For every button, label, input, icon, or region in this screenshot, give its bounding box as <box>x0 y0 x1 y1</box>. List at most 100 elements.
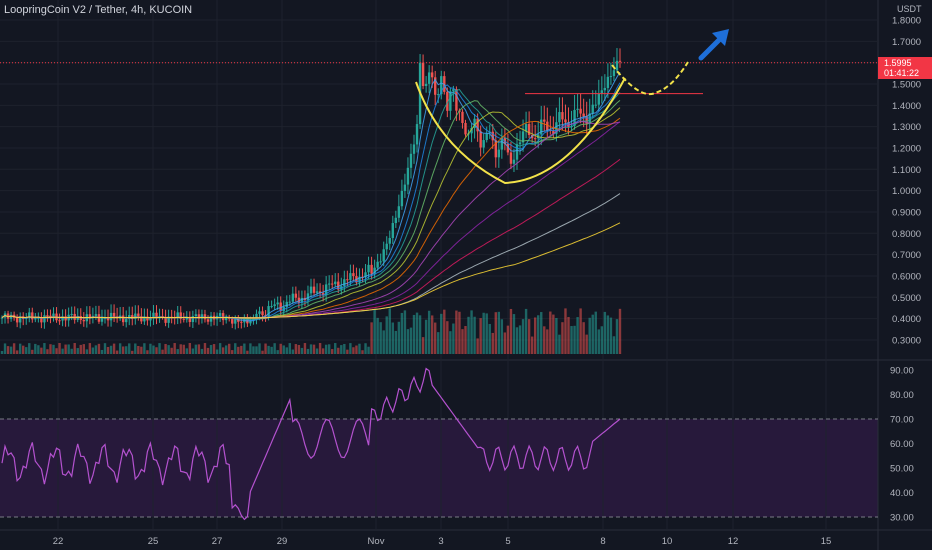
volume-bar <box>276 350 279 354</box>
volume-bar <box>76 348 79 354</box>
candle-body <box>191 316 195 323</box>
candle-body <box>346 279 349 281</box>
volume-bar <box>100 349 104 354</box>
volume-bar <box>455 310 458 354</box>
candle-body <box>273 304 276 307</box>
volume-bar <box>591 314 594 354</box>
candle-body <box>594 104 597 106</box>
candle-body <box>9 314 13 319</box>
candle-body <box>518 142 522 145</box>
volume-bar <box>309 344 313 354</box>
volume-bar <box>306 348 310 354</box>
candle-body <box>440 76 443 95</box>
volume-bar <box>549 311 552 354</box>
candle-body <box>618 60 622 62</box>
volume-bar <box>470 310 473 354</box>
volume-bar <box>264 343 267 354</box>
candle-body <box>543 119 546 122</box>
chart-title: LoopringCoin V2 / Tether, 4h, KUCOIN <box>4 4 193 16</box>
volume-bar <box>25 347 28 354</box>
volume-bar <box>185 348 188 354</box>
up-arrow-head <box>712 29 729 46</box>
volume-bar <box>443 309 446 354</box>
candle-body <box>485 133 488 141</box>
rsi-tick-label: 50.00 <box>890 464 914 475</box>
volume-bar <box>215 349 219 354</box>
volume-bar <box>212 344 216 354</box>
price-tick-label: 1.2000 <box>892 143 921 154</box>
volume-bar <box>37 345 40 354</box>
volume-bar <box>506 325 510 354</box>
volume-bar <box>388 308 391 354</box>
volume-bar <box>15 350 19 354</box>
last-price-tag: 1.5995 01:41:22 <box>878 56 932 79</box>
price-tick-label: 0.6000 <box>892 271 921 282</box>
volume-bar <box>64 344 67 354</box>
candle-body <box>479 131 482 148</box>
volume-bar <box>118 343 122 354</box>
volume-bar <box>106 346 110 354</box>
candle-body <box>112 312 116 317</box>
rsi-tick-label: 60.00 <box>890 439 914 450</box>
volume-bar <box>588 317 591 354</box>
volume-bar <box>22 345 25 354</box>
volume-bar <box>370 322 373 354</box>
candle-body <box>509 152 513 164</box>
candle-body <box>427 72 431 84</box>
volume-bar <box>582 322 585 354</box>
candle-body <box>430 72 434 78</box>
volume-bar <box>331 349 334 354</box>
volume-bar <box>228 343 231 354</box>
volume-bar <box>509 308 513 354</box>
candle-body <box>49 315 52 318</box>
candle-body <box>588 113 591 124</box>
volume-bar <box>382 330 385 354</box>
volume-bar <box>334 343 337 354</box>
volume-bar <box>476 338 479 354</box>
volume-bar <box>315 348 319 354</box>
volume-bar <box>134 343 137 354</box>
candle-body <box>179 312 182 319</box>
volume-bar <box>85 349 89 354</box>
candle-body <box>527 123 531 135</box>
candle-body <box>394 217 398 224</box>
candle-body <box>15 317 19 323</box>
candle-body <box>512 159 516 164</box>
volume-bar <box>503 332 507 354</box>
volume-bar <box>434 322 437 354</box>
date-tick-label: 12 <box>728 536 739 547</box>
volume-bar <box>367 346 370 354</box>
volume-bar <box>461 329 464 354</box>
volume-bar <box>128 343 131 354</box>
volume-bar <box>449 331 452 354</box>
volume-bar <box>479 318 482 354</box>
candle-body <box>452 89 455 92</box>
volume-bar <box>94 345 98 354</box>
candle-body <box>43 315 46 323</box>
candle-body <box>240 321 243 323</box>
volume-bar <box>137 345 140 354</box>
candle-body <box>143 316 146 322</box>
candle-body <box>370 264 373 274</box>
candle-body <box>300 298 304 303</box>
volume-bar <box>540 312 543 354</box>
candle-body <box>291 293 295 302</box>
candle-body <box>58 320 61 322</box>
candle-body <box>231 318 234 324</box>
candle-body <box>397 206 401 218</box>
volume-bar <box>43 343 46 354</box>
candle-body <box>558 112 561 123</box>
volume-bar <box>612 336 616 354</box>
price-tick-label: 0.8000 <box>892 229 921 240</box>
candle-body <box>88 314 92 318</box>
rsi-background-band <box>0 419 878 517</box>
candle-body <box>379 261 382 263</box>
candle-body <box>515 144 519 160</box>
volume-bar <box>182 344 185 354</box>
volume-bar <box>55 348 58 354</box>
candle-body <box>164 316 167 323</box>
candle-body <box>28 312 31 318</box>
volume-bar <box>358 343 361 354</box>
candle-body <box>46 315 49 317</box>
